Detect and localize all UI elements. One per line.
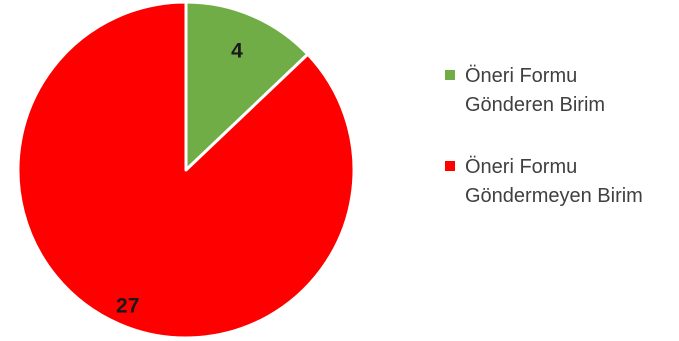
pie-slices bbox=[16, 0, 356, 340]
legend-swatch-gondermeyen bbox=[445, 161, 455, 171]
pie-data-labels: 4 27 bbox=[116, 40, 243, 318]
chart-legend: Öneri Formu Gönderen Birim Öneri Formu G… bbox=[445, 62, 675, 244]
data-label-gonderen: 4 bbox=[231, 40, 243, 63]
data-label-gondermeyen: 27 bbox=[116, 294, 139, 317]
legend-label-gonderen: Öneri Formu Gönderen Birim bbox=[465, 65, 606, 116]
legend-label-gondermeyen: Öneri Formu Göndermeyen Birim bbox=[465, 156, 643, 207]
legend-item-gondermeyen: Öneri Formu Göndermeyen Birim bbox=[445, 153, 675, 211]
pie-slice-gondermeyen bbox=[16, 0, 356, 340]
pie-slice-gonderen bbox=[184, 0, 310, 172]
pie-chart-plot: 4 27 bbox=[16, 0, 356, 340]
legend-item-gonderen: Öneri Formu Gönderen Birim bbox=[445, 62, 675, 120]
legend-swatch-gonderen bbox=[445, 70, 455, 80]
